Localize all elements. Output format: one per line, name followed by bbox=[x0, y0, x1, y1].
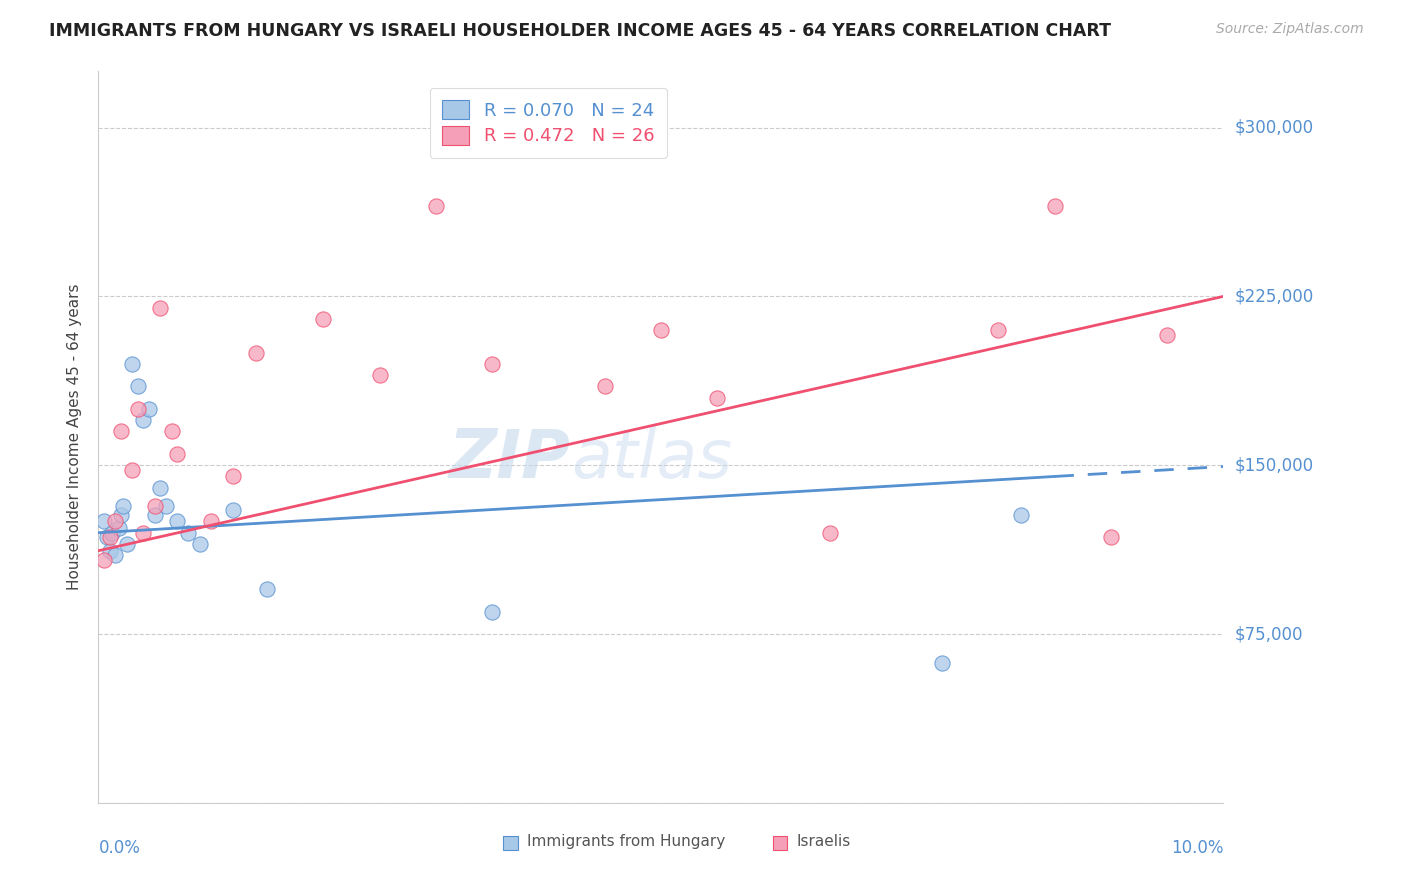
Point bbox=[155, 499, 177, 513]
Text: 10.0%: 10.0% bbox=[1171, 839, 1223, 857]
Point bbox=[104, 548, 127, 562]
Point bbox=[222, 469, 245, 483]
Point bbox=[138, 401, 160, 416]
Point bbox=[121, 357, 143, 371]
Point bbox=[149, 301, 172, 315]
Point bbox=[127, 401, 149, 416]
Point bbox=[115, 537, 138, 551]
Point bbox=[987, 323, 1010, 337]
Point bbox=[818, 525, 841, 540]
Point bbox=[1156, 327, 1178, 342]
Point bbox=[104, 515, 127, 529]
Point bbox=[368, 368, 391, 383]
Point bbox=[222, 503, 245, 517]
Point bbox=[177, 525, 200, 540]
Point bbox=[143, 499, 166, 513]
Point bbox=[650, 323, 672, 337]
Point bbox=[93, 515, 115, 529]
Point bbox=[188, 537, 211, 551]
Point bbox=[98, 530, 121, 544]
Point bbox=[143, 508, 166, 522]
Point bbox=[93, 553, 115, 567]
Point bbox=[256, 582, 278, 596]
Text: 0.0%: 0.0% bbox=[98, 839, 141, 857]
Text: Source: ZipAtlas.com: Source: ZipAtlas.com bbox=[1216, 22, 1364, 37]
Point bbox=[127, 379, 149, 393]
Point bbox=[593, 379, 616, 393]
Text: $300,000: $300,000 bbox=[1234, 119, 1313, 136]
Point bbox=[132, 413, 155, 427]
Point bbox=[1099, 530, 1122, 544]
Text: $75,000: $75,000 bbox=[1234, 625, 1303, 643]
Point bbox=[200, 515, 222, 529]
Point bbox=[1010, 508, 1032, 522]
Text: $225,000: $225,000 bbox=[1234, 287, 1313, 305]
Point bbox=[425, 199, 447, 213]
Text: Immigrants from Hungary: Immigrants from Hungary bbox=[526, 834, 724, 849]
Point bbox=[98, 543, 121, 558]
Point bbox=[166, 447, 188, 461]
Point bbox=[166, 515, 188, 529]
Point bbox=[110, 425, 132, 439]
Text: atlas: atlas bbox=[571, 426, 733, 492]
Point bbox=[149, 481, 172, 495]
Point bbox=[121, 463, 143, 477]
Point bbox=[481, 357, 503, 371]
Text: IMMIGRANTS FROM HUNGARY VS ISRAELI HOUSEHOLDER INCOME AGES 45 - 64 YEARS CORRELA: IMMIGRANTS FROM HUNGARY VS ISRAELI HOUSE… bbox=[49, 22, 1111, 40]
Point bbox=[706, 391, 728, 405]
Point bbox=[245, 345, 267, 359]
Legend: R = 0.070   N = 24, R = 0.472   N = 26: R = 0.070 N = 24, R = 0.472 N = 26 bbox=[430, 87, 666, 158]
Bar bbox=[773, 837, 787, 849]
Point bbox=[101, 525, 124, 540]
Point bbox=[312, 312, 335, 326]
Point bbox=[96, 530, 118, 544]
Point bbox=[481, 605, 503, 619]
Point bbox=[132, 525, 155, 540]
Y-axis label: Householder Income Ages 45 - 64 years: Householder Income Ages 45 - 64 years bbox=[67, 284, 83, 591]
Bar bbox=[503, 837, 517, 849]
Point bbox=[931, 657, 953, 671]
Point bbox=[160, 425, 183, 439]
Text: ZIP: ZIP bbox=[449, 426, 571, 492]
Point bbox=[107, 521, 129, 535]
Point bbox=[1043, 199, 1066, 213]
Point bbox=[110, 508, 132, 522]
Point bbox=[112, 499, 135, 513]
Text: Israelis: Israelis bbox=[796, 834, 851, 849]
Text: $150,000: $150,000 bbox=[1234, 456, 1313, 475]
